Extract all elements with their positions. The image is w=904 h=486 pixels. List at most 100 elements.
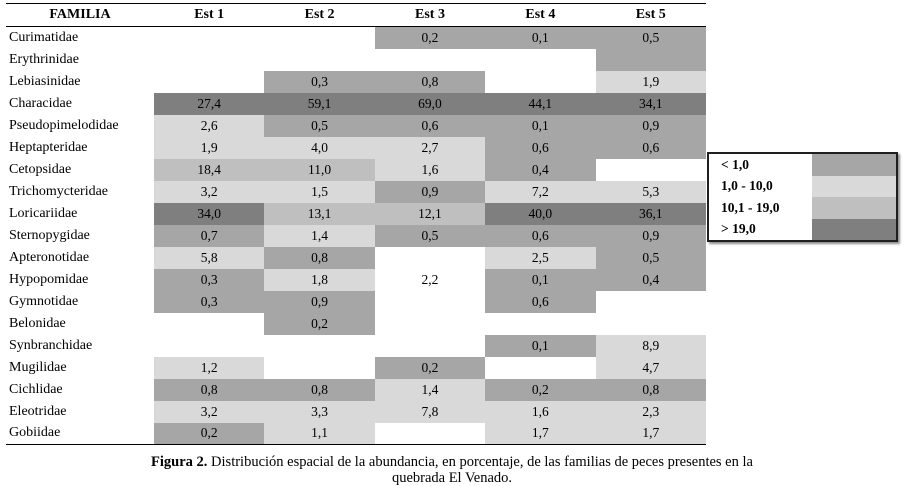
column-header-est-4: Est 4 [485,3,596,27]
table-row: Trichomycteridae 3,2 1,5 0,9 7,2 5,3 [6,180,706,203]
value-cell: 12,1 [374,202,486,225]
table-row: Mugilidae 1,2 0,2 4,7 [6,356,706,379]
value-cell: 2,5 [485,246,596,269]
table-row: Heptapteridae 1,9 4,0 2,7 0,6 0,6 [6,136,706,159]
value-cell: 0,4 [485,158,596,181]
figure-caption: Figura 2. Distribución espacial de la ab… [0,454,904,486]
value-cell: 0,5 [374,224,486,247]
value-cell: 1,6 [374,158,486,181]
family-name: Belonidae [6,312,154,335]
value-cell: 0,6 [485,224,596,247]
legend-swatch [812,154,896,176]
value-cell: 44,1 [485,92,596,115]
legend-swatch [812,175,896,197]
family-name: Apteronotidae [6,246,154,269]
value-cell [374,312,486,335]
family-name: Gobiidae [6,422,154,445]
figure-label: Figura 2. [151,454,208,470]
legend-box: < 1,0 1,0 - 10,0 10,1 - 19,0 > 19,0 [707,152,898,242]
value-cell: 5,3 [595,180,706,203]
value-cell: 0,2 [374,356,486,379]
legend-swatch [812,218,896,240]
table-row: Eleotridae 3,2 3,3 7,8 1,6 2,3 [6,400,706,423]
legend-item: < 1,0 [709,154,896,176]
value-cell: 1,6 [485,400,596,423]
table-row: Characidae 27,4 59,1 69,0 44,1 34,1 [6,92,706,115]
value-cell: 0,5 [595,246,706,269]
family-name: Pseudopimelodidae [6,114,154,137]
value-cell: 0,1 [485,26,596,49]
value-cell [485,356,596,379]
value-cell: 0,7 [154,224,265,247]
legend-label: 1,0 - 10,0 [709,175,812,197]
value-cell [374,48,486,71]
column-header-est-2: Est 2 [264,3,375,27]
column-header-est-1: Est 1 [154,3,265,27]
family-name: Cetopsidae [6,158,154,181]
value-cell [374,290,486,313]
family-name: Gymnotidae [6,290,154,313]
value-cell: 2,7 [374,136,486,159]
value-cell: 1,7 [485,422,596,445]
value-cell: 2,6 [154,114,265,137]
table-row: Erythrinidae [6,48,706,71]
value-cell [264,334,375,357]
value-cell: 0,9 [374,180,486,203]
value-cell: 0,6 [595,136,706,159]
table-row: Sternopygidae 0,7 1,4 0,5 0,6 0,9 [6,224,706,247]
value-cell: 5,8 [154,246,265,269]
table-header-row: FAMILIA Est 1 Est 2 Est 3 Est 4 Est 5 [6,3,706,27]
value-cell: 0,9 [264,290,375,313]
value-cell: 1,4 [374,378,486,401]
table-row: Cichlidae 0,8 0,8 1,4 0,2 0,8 [6,378,706,401]
caption-text: Distribución espacial de la abundancia, … [207,454,753,486]
table-row: Loricariidae 34,0 13,1 12,1 40,0 36,1 [6,202,706,225]
value-cell: 8,9 [595,334,706,357]
table-row: Curimatidae 0,2 0,1 0,5 [6,26,706,49]
value-cell: 7,8 [374,400,486,423]
value-cell: 3,2 [154,180,265,203]
value-cell: 0,1 [485,114,596,137]
value-cell: 1,9 [154,136,265,159]
value-cell: 1,2 [154,356,265,379]
legend-swatch [812,197,896,219]
table-row: Cetopsidae 18,4 11,0 1,6 0,4 [6,158,706,181]
value-cell: 0,5 [264,114,375,137]
value-cell [485,312,596,335]
value-cell [595,48,706,71]
family-name: Curimatidae [6,26,154,49]
value-cell: 0,8 [264,246,375,269]
value-cell [595,290,706,313]
value-cell [485,70,596,93]
value-cell: 2,2 [374,268,486,291]
abundance-table: FAMILIA Est 1 Est 2 Est 3 Est 4 Est 5 Curimat… [6,3,706,445]
family-name: Lebiasinidae [6,70,154,93]
family-name: Mugilidae [6,356,154,379]
legend-item: > 19,0 [709,218,896,240]
value-cell: 0,9 [595,224,706,247]
value-cell: 0,5 [595,26,706,49]
value-cell: 1,1 [264,422,375,445]
value-cell [154,334,265,357]
family-name: Eleotridae [6,400,154,423]
value-cell [595,312,706,335]
value-cell: 0,2 [264,312,375,335]
value-cell [154,26,265,49]
value-cell: 59,1 [264,92,375,115]
table-body: Curimatidae 0,2 0,1 0,5 Erythrinidae Lebiasin… [6,26,706,445]
value-cell: 69,0 [374,92,486,115]
value-cell [485,48,596,71]
column-header-est-3: Est 3 [374,3,486,27]
value-cell [374,334,486,357]
value-cell: 34,0 [154,202,265,225]
value-cell: 13,1 [264,202,375,225]
column-header-est-5: Est 5 [595,3,706,27]
value-cell: 7,2 [485,180,596,203]
value-cell: 0,3 [154,290,265,313]
table-row: Hypopomidae 0,3 1,8 2,2 0,1 0,4 [6,268,706,291]
table-head: FAMILIA Est 1 Est 2 Est 3 Est 4 Est 5 [6,3,706,27]
column-header-familia: FAMILIA [6,3,154,27]
table-row: Synbranchidae 0,1 8,9 [6,334,706,357]
family-name: Trichomycteridae [6,180,154,203]
family-name: Hypopomidae [6,268,154,291]
